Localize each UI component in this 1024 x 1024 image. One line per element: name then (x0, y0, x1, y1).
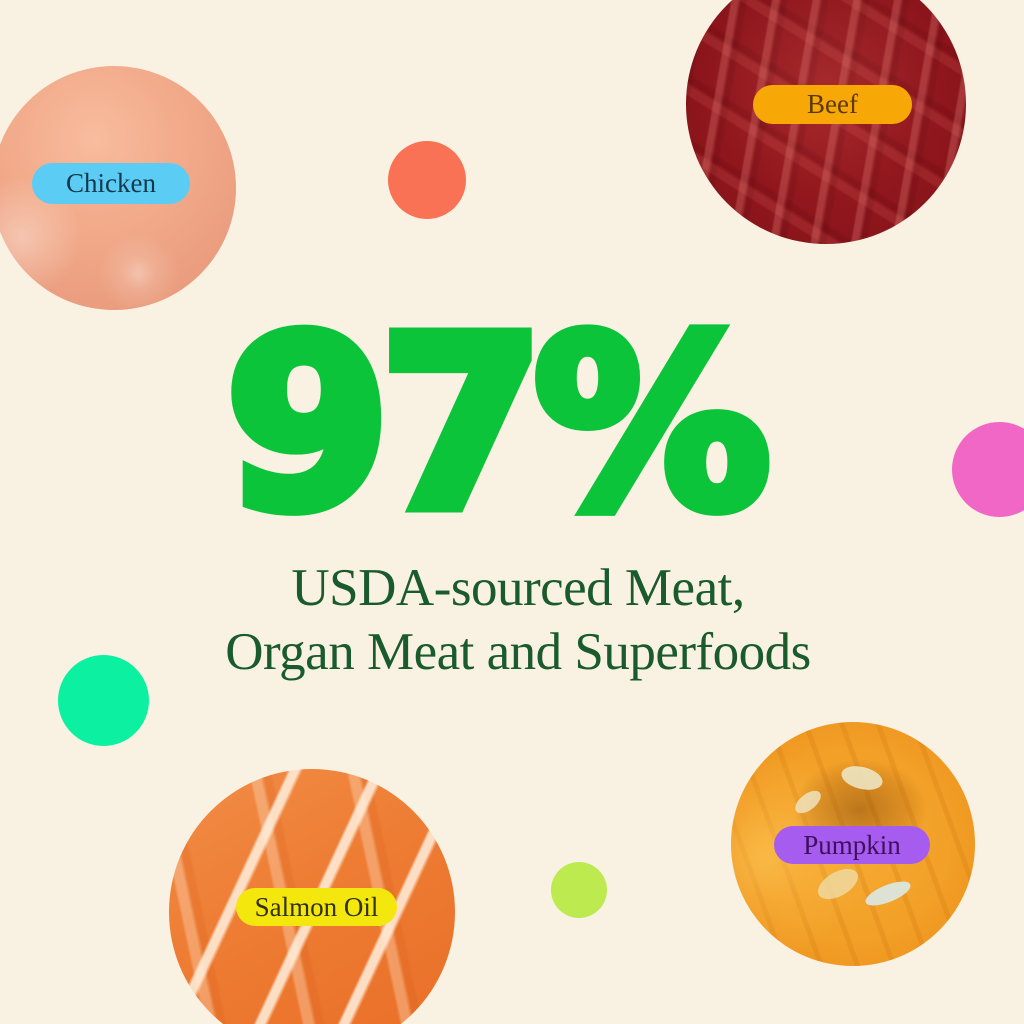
subtitle: USDA-sourced Meat, Organ Meat and Superf… (6, 556, 1024, 684)
coral-dot (388, 141, 466, 219)
headline-percent: 97% (219, 287, 777, 562)
pink-dot (952, 422, 1024, 517)
pumpkin-seed (838, 762, 886, 794)
pumpkin-seed (791, 786, 825, 818)
pumpkin-seed (812, 862, 864, 906)
mint-dot (58, 655, 149, 746)
ingredient-pumpkin: Pumpkin (731, 722, 975, 966)
pumpkin-label: Pumpkin (803, 829, 901, 860)
pumpkin-seed (862, 876, 914, 911)
salmon-oil-label: Salmon Oil (254, 891, 379, 922)
ingredient-beef: Beef (686, 0, 966, 244)
beef-label: Beef (807, 89, 858, 119)
pumpkin-label-pill: Pumpkin (774, 826, 930, 864)
chicken-label: Chicken (66, 168, 156, 198)
salmon-oil-label-pill: Salmon Oil (236, 888, 397, 926)
lime-dot (551, 862, 607, 918)
subtitle-line-2: Organ Meat and Superfoods (225, 623, 811, 681)
ingredient-salmon-oil: Salmon Oil (169, 769, 455, 1024)
chicken-label-pill: Chicken (32, 163, 190, 204)
beef-label-pill: Beef (753, 85, 912, 124)
subtitle-line-1: USDA-sourced Meat, (291, 559, 745, 617)
ingredient-chicken: Chicken (0, 66, 236, 310)
